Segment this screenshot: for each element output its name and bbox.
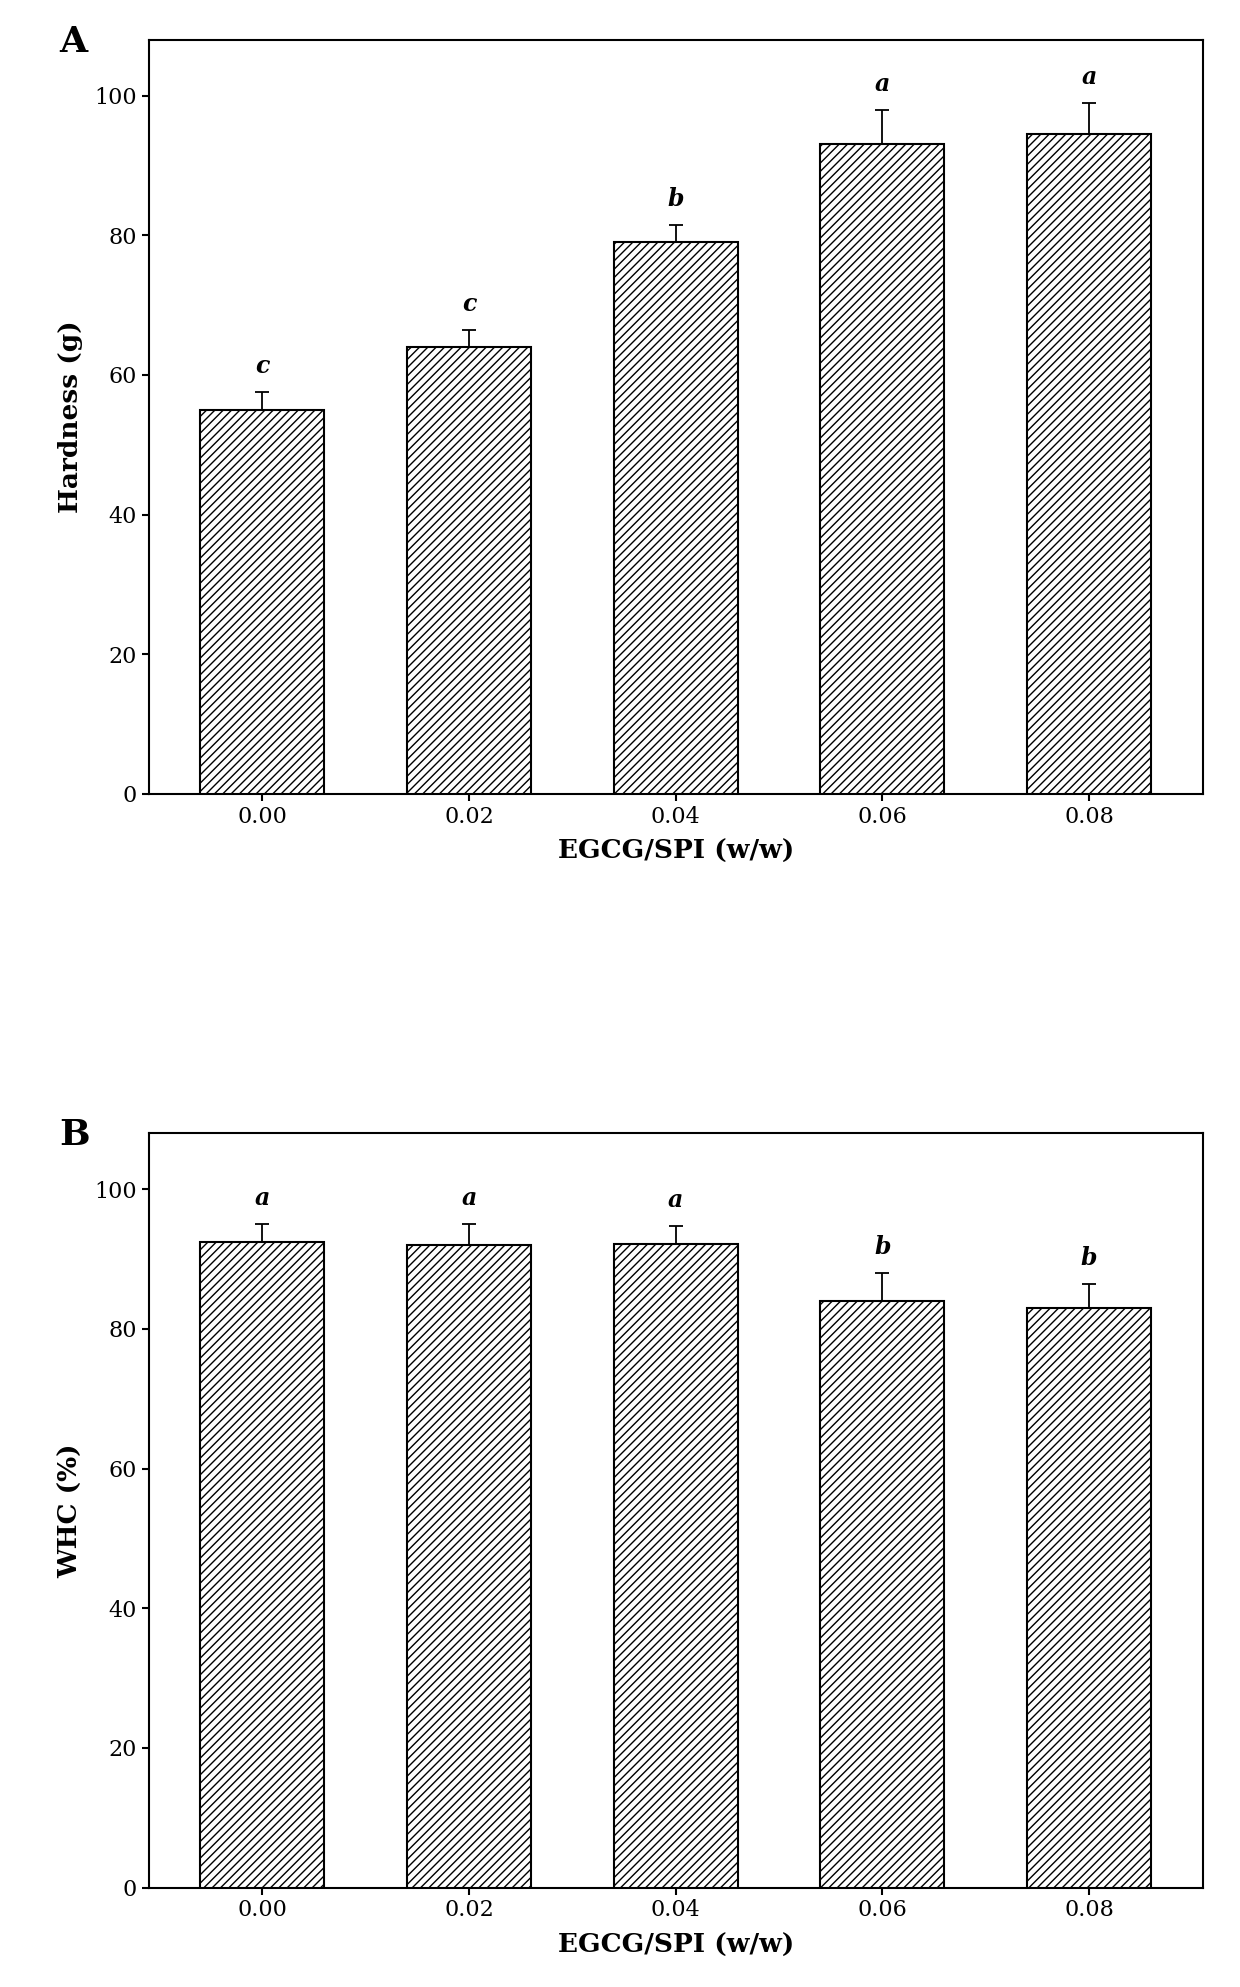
Text: A: A (60, 24, 87, 60)
Text: a: a (668, 1188, 683, 1212)
Y-axis label: WHC (%): WHC (%) (58, 1443, 83, 1578)
Text: b: b (1081, 1246, 1097, 1270)
Text: c: c (255, 354, 269, 378)
Bar (1027, 1307, 1151, 1888)
Bar (821, 145, 945, 795)
Text: b: b (667, 187, 684, 211)
Bar (614, 1244, 738, 1888)
Text: a: a (461, 1186, 476, 1210)
Text: a: a (1081, 66, 1096, 89)
Bar (201, 409, 325, 795)
X-axis label: EGCG/SPI (w/w): EGCG/SPI (w/w) (558, 1933, 794, 1957)
Y-axis label: Hardness (g): Hardness (g) (58, 320, 83, 513)
Bar (407, 348, 531, 795)
X-axis label: EGCG/SPI (w/w): EGCG/SPI (w/w) (558, 839, 794, 864)
Text: a: a (255, 1186, 270, 1210)
Text: a: a (875, 72, 890, 95)
Text: B: B (60, 1119, 89, 1152)
Bar (201, 1242, 325, 1888)
Bar (407, 1246, 531, 1888)
Text: c: c (463, 292, 476, 316)
Bar (821, 1301, 945, 1888)
Text: b: b (874, 1236, 890, 1260)
Bar (1027, 133, 1151, 795)
Bar (614, 242, 738, 795)
